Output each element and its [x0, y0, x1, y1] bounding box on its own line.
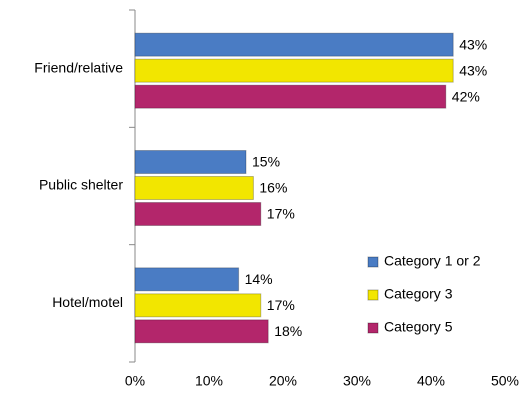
legend-swatch — [367, 256, 379, 268]
value-label: 17% — [267, 297, 295, 313]
bar — [134, 150, 247, 174]
bar — [134, 58, 454, 83]
legend-swatch — [367, 289, 379, 301]
x-tick-label: 30% — [343, 373, 371, 389]
bar — [134, 84, 447, 109]
bar — [134, 293, 262, 318]
bar — [134, 202, 262, 226]
bar — [134, 176, 254, 200]
y-tick-label: Hotel/motel — [52, 294, 123, 310]
x-tick-label: 10% — [195, 373, 223, 389]
legend-label: Category 1 or 2 — [384, 253, 481, 269]
value-label: 16% — [259, 180, 287, 196]
y-tick-label: Friend/relative — [34, 59, 123, 75]
value-label: 18% — [274, 323, 302, 339]
y-tick-label: Public shelter — [39, 177, 123, 193]
x-tick-label: 40% — [417, 373, 445, 389]
bar — [134, 319, 269, 344]
x-tick-label: 20% — [269, 373, 297, 389]
legend-label: Category 3 — [384, 286, 453, 302]
value-label: 42% — [452, 88, 480, 104]
legend-label: Category 5 — [384, 319, 453, 335]
value-label: 43% — [459, 62, 487, 78]
bar — [134, 32, 454, 57]
value-label: 17% — [267, 206, 295, 222]
bar — [134, 267, 240, 292]
value-label: 14% — [245, 271, 273, 287]
value-label: 15% — [252, 154, 280, 170]
x-tick-label: 50% — [491, 373, 519, 389]
value-label: 43% — [459, 36, 487, 52]
legend-swatch — [367, 322, 379, 334]
x-tick-label: 0% — [125, 373, 145, 389]
